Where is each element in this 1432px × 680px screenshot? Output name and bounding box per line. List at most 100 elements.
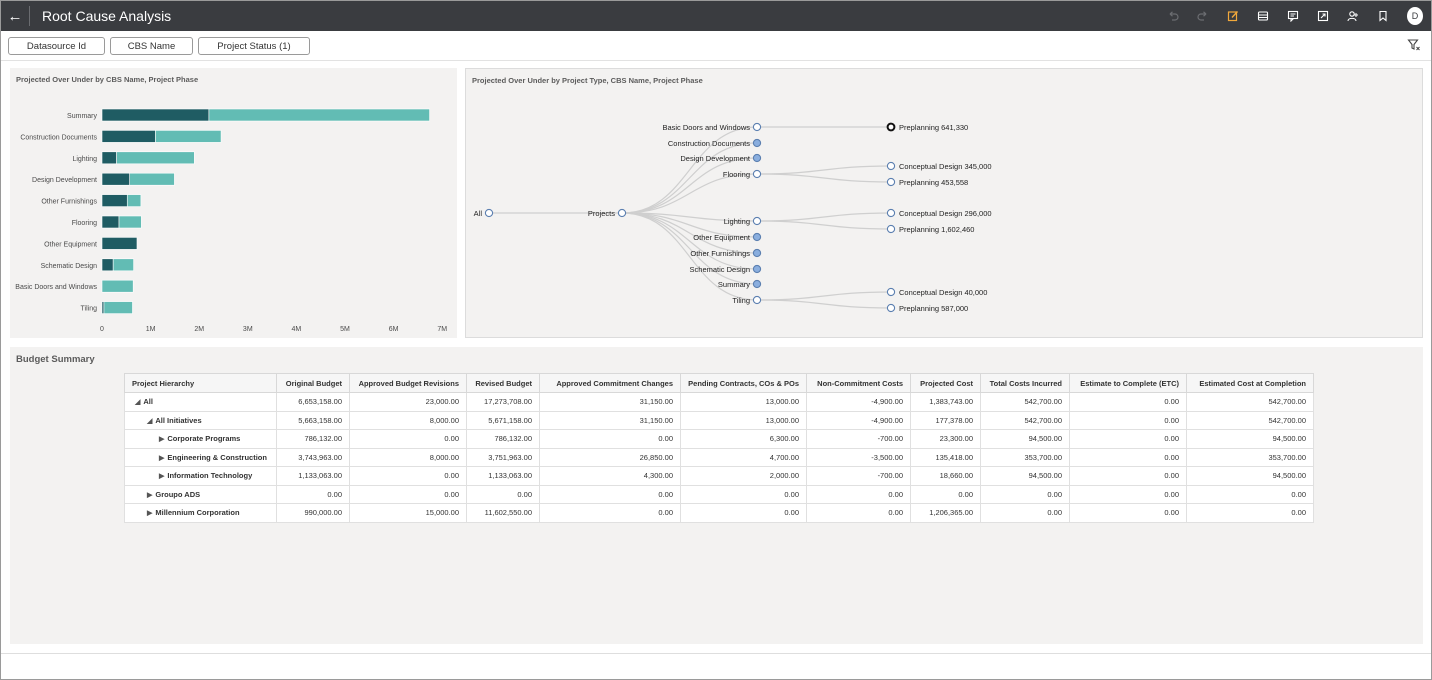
leaf-node-lighting[interactable] (886, 224, 896, 234)
node-label: Other Furnishings (690, 249, 750, 258)
table-cell: 23,000.00 (349, 392, 467, 412)
bar-flooring-series-1[interactable] (101, 215, 120, 229)
bar-other-furnishings-series-2[interactable] (126, 194, 142, 207)
user-avatar[interactable]: D (1403, 6, 1423, 26)
node-lighting[interactable] (752, 216, 762, 226)
column-header-project-hierarchy[interactable]: Project Hierarchy (124, 373, 277, 393)
y-tick-label: Other Furnishings (41, 199, 97, 206)
y-tick-label: Lighting (72, 156, 97, 163)
edit-icon[interactable] (1223, 6, 1243, 26)
bar-summary-series-2[interactable] (208, 108, 430, 122)
node-other-equipment[interactable] (752, 232, 762, 242)
leaf-node-tiling[interactable] (886, 303, 896, 313)
bar-basic-doors-and-windows-series-2[interactable] (101, 279, 134, 293)
column-header-pending-contracts-cos-pos[interactable]: Pending Contracts, COs & POs (680, 373, 807, 393)
bar-schematic-design-series-2[interactable] (112, 258, 134, 272)
x-tick-label: 4M (292, 326, 302, 333)
table-cell: 786,132.00 (276, 429, 350, 449)
column-header-original-budget[interactable]: Original Budget (276, 373, 350, 393)
hierarchy-cell[interactable]: ▶ Millennium Corporation (124, 503, 277, 523)
leaf-label: Conceptual Design 345,000 (899, 162, 992, 171)
table-cell: 0.00 (1069, 484, 1187, 504)
column-header-revised-budget[interactable]: Revised Budget (466, 373, 540, 393)
bar-summary-series-1[interactable] (101, 108, 210, 122)
leaf-node-flooring[interactable] (886, 161, 896, 171)
node-schematic-design[interactable] (752, 264, 762, 274)
present-icon[interactable] (1313, 6, 1333, 26)
node-projects[interactable] (617, 208, 627, 218)
column-header-projected-cost[interactable]: Projected Cost (910, 373, 981, 393)
filter-cbs-name[interactable]: CBS Name (110, 37, 193, 55)
hierarchy-cell[interactable]: ▶ Engineering & Construction (124, 447, 277, 467)
column-header-estimated-cost-at-completion[interactable]: Estimated Cost at Completion (1186, 373, 1314, 393)
table-cell: 5,663,158.00 (276, 410, 350, 430)
node-flooring[interactable] (752, 169, 762, 179)
hierarchy-cell[interactable]: ◢ All (124, 392, 277, 412)
table-cell: 1,133,063.00 (276, 466, 350, 486)
budget-summary-panel: Budget Summary Project Hierarchy Original… (10, 347, 1423, 644)
bookmark-icon[interactable] (1373, 6, 1393, 26)
table-cell: 15,000.00 (349, 503, 467, 523)
table-cell: 1,383,743.00 (910, 392, 981, 412)
hierarchy-cell[interactable]: ◢ All Initiatives (124, 410, 277, 430)
collapse-caret-icon[interactable]: ◢ (135, 399, 141, 407)
bar-flooring-series-2[interactable] (118, 215, 142, 229)
bar-lighting-series-2[interactable] (116, 151, 195, 165)
node-basic-doors-and-windows[interactable] (752, 122, 762, 132)
bar-design-development-series-1[interactable] (101, 172, 131, 186)
column-header-total-costs-incurred[interactable]: Total Costs Incurred (980, 373, 1070, 393)
expand-caret-icon[interactable]: ▶ (147, 510, 153, 518)
undo-icon[interactable] (1163, 6, 1183, 26)
node-summary[interactable] (752, 279, 762, 289)
filter-funnel-icon[interactable] (1407, 38, 1421, 52)
column-header-non-commitment-costs[interactable]: Non-Commitment Costs (806, 373, 911, 393)
table-cell: 18,660.00 (910, 466, 981, 486)
node-label: Schematic Design (690, 265, 750, 274)
table-cell: -4,900.00 (806, 392, 911, 412)
data-icon[interactable] (1253, 6, 1273, 26)
redo-icon[interactable] (1193, 6, 1213, 26)
node-construction-documents[interactable] (752, 138, 762, 148)
column-header-approved-budget-revisions[interactable]: Approved Budget Revisions (349, 373, 467, 393)
expand-caret-icon[interactable]: ▶ (159, 454, 165, 462)
expand-caret-icon[interactable]: ▶ (147, 491, 153, 499)
y-tick-label: Design Development (32, 177, 97, 184)
tree-link (621, 126, 758, 214)
leaf-node-lighting[interactable] (886, 208, 896, 218)
back-arrow-icon[interactable]: ← (7, 7, 23, 25)
bar-lighting-series-1[interactable] (101, 151, 117, 165)
expand-caret-icon[interactable]: ▶ (159, 436, 165, 444)
comment-icon[interactable] (1283, 6, 1303, 26)
table-cell: 0.00 (680, 484, 807, 504)
x-tick-label: 3M (243, 326, 253, 333)
table-cell: 353,700.00 (1186, 447, 1314, 467)
hierarchy-cell[interactable]: ▶ Information Technology (124, 466, 277, 486)
node-all[interactable] (484, 208, 494, 218)
expand-caret-icon[interactable]: ▶ (159, 473, 165, 481)
table-cell: 31,150.00 (539, 392, 681, 412)
filter-datasource-id[interactable]: Datasource Id (8, 37, 105, 55)
bar-construction-documents-series-1[interactable] (101, 130, 156, 143)
bar-design-development-series-2[interactable] (129, 172, 175, 186)
column-header-approved-commitment-changes[interactable]: Approved Commitment Changes (539, 373, 681, 393)
node-tiling[interactable] (752, 295, 762, 305)
bar-schematic-design-series-1[interactable] (101, 258, 114, 272)
collapse-caret-icon[interactable]: ◢ (147, 417, 153, 425)
node-design-development[interactable] (752, 153, 762, 163)
table-cell: 135,418.00 (910, 447, 981, 467)
filter-project-status[interactable]: Project Status (1) (198, 37, 310, 55)
share-user-icon[interactable] (1343, 6, 1363, 26)
hierarchy-cell[interactable]: ▶ Corporate Programs (124, 429, 277, 449)
table-cell: -700.00 (806, 466, 911, 486)
hierarchy-cell[interactable]: ▶ Groupo ADS (124, 484, 277, 504)
leaf-node-basic-doors-and-windows[interactable] (886, 122, 896, 132)
leaf-node-flooring[interactable] (886, 177, 896, 187)
node-other-furnishings[interactable] (752, 248, 762, 258)
bar-other-equipment-series-1[interactable] (101, 237, 138, 250)
bar-other-furnishings-series-1[interactable] (101, 194, 128, 207)
bar-construction-documents-series-2[interactable] (155, 130, 222, 143)
tree-link (621, 212, 758, 301)
column-header-estimate-to-complete-etc[interactable]: Estimate to Complete (ETC) (1069, 373, 1187, 393)
leaf-node-tiling[interactable] (886, 287, 896, 297)
bar-tiling-series-2[interactable] (103, 301, 133, 314)
